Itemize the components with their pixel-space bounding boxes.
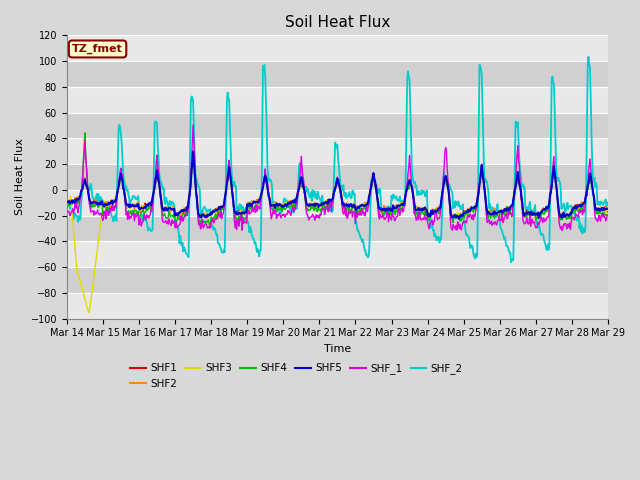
Legend: SHF1, SHF2, SHF3, SHF4, SHF5, SHF_1, SHF_2: SHF1, SHF2, SHF3, SHF4, SHF5, SHF_1, SHF… [126,360,467,393]
SHF2 [403,185,411,191]
Title: Soil Heat Flux: Soil Heat Flux [285,15,390,30]
SHF3 [84,310,92,315]
SHF2 [563,216,570,221]
SHF_1 [558,228,566,233]
SHF2 [129,201,136,207]
X-axis label: Time: Time [324,344,351,354]
SHF_2 [73,213,81,218]
Y-axis label: Soil Heat Flux: Soil Heat Flux [15,139,25,216]
SHF1 [73,197,81,203]
SHF_1 [403,179,411,185]
SHF_1 [212,216,220,222]
Bar [67,36,608,61]
Bar [67,87,608,113]
SHF_2 [129,196,136,202]
SHF5 [604,206,611,212]
SHF3 [63,198,70,204]
SHF5 [403,185,411,191]
SHF5 [129,202,136,208]
SHF_1 [129,212,136,218]
SHF_2 [584,54,592,60]
SHF3 [184,204,191,210]
SHF4 [213,212,221,218]
Bar [67,293,608,319]
SHF3 [404,183,412,189]
SHF4 [420,211,428,217]
SHF_1 [63,208,70,214]
SHF_2 [63,202,70,207]
Line: SHF4: SHF4 [67,133,607,226]
SHF_1 [73,199,81,205]
SHF1 [129,202,136,207]
SHF3 [129,202,137,208]
Bar [67,61,608,87]
Bar [67,241,608,267]
SHF5 [419,207,427,213]
SHF5 [183,204,191,210]
Line: SHF_1: SHF_1 [67,125,607,230]
SHF_2 [604,200,611,205]
Line: SHF3: SHF3 [67,153,607,312]
SHF2 [183,205,191,211]
SHF3 [73,262,81,268]
SHF2 [604,205,611,211]
SHF2 [189,149,197,155]
SHF1 [183,204,191,210]
SHF5 [63,199,70,205]
SHF4 [404,180,412,186]
SHF2 [212,205,220,211]
SHF_1 [604,212,611,218]
SHF5 [189,149,197,155]
SHF3 [420,205,428,211]
SHF5 [455,216,463,222]
SHF4 [184,209,191,215]
Bar [67,113,608,138]
SHF4 [63,204,70,210]
SHF1 [189,148,197,154]
SHF4 [129,207,137,213]
Line: SHF1: SHF1 [67,151,607,218]
Bar [67,267,608,293]
Line: SHF2: SHF2 [67,152,607,218]
Line: SHF_2: SHF_2 [67,57,607,262]
SHF2 [63,199,70,205]
Bar [67,190,608,216]
SHF_1 [419,216,427,221]
SHF4 [81,130,89,136]
SHF1 [604,209,611,215]
SHF4 [206,223,214,228]
SHF_2 [183,252,191,257]
Line: SHF5: SHF5 [67,152,607,219]
SHF_2 [403,118,410,123]
SHF_2 [507,259,515,265]
SHF4 [604,212,611,218]
Text: TZ_fmet: TZ_fmet [72,44,123,54]
SHF4 [73,201,81,206]
SHF2 [419,207,427,213]
SHF3 [189,150,197,156]
Bar [67,164,608,190]
SHF1 [212,205,220,211]
SHF1 [448,215,456,221]
SHF_1 [189,122,197,128]
SHF1 [63,200,70,206]
SHF5 [212,207,220,213]
SHF1 [403,184,411,190]
SHF3 [604,206,611,212]
SHF5 [73,196,81,202]
Bar [67,216,608,241]
SHF3 [213,211,221,216]
SHF_2 [212,229,220,235]
SHF_2 [419,191,426,196]
SHF1 [419,207,427,213]
SHF_1 [183,212,191,218]
SHF2 [73,195,81,201]
Bar [67,138,608,164]
